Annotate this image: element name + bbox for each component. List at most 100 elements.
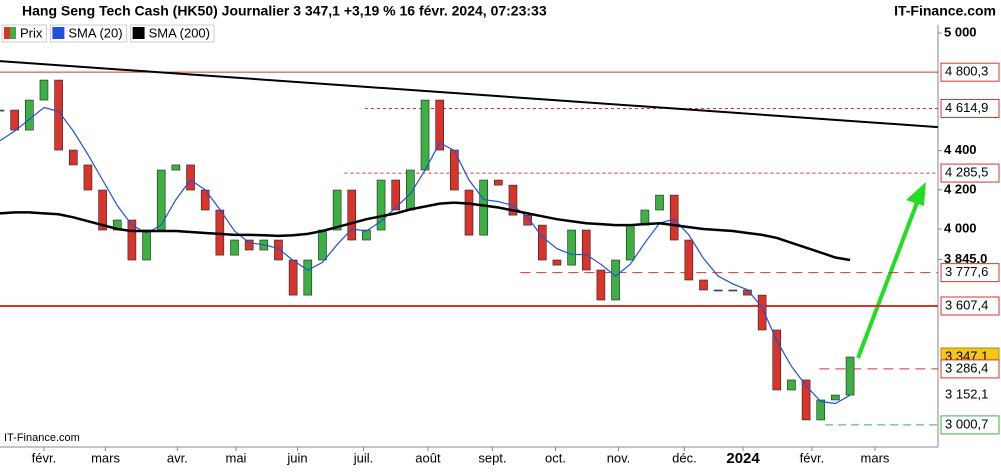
candle: [787, 379, 796, 391]
candle: [479, 179, 488, 236]
level-label: 3 607,4: [945, 297, 988, 312]
candle: [25, 99, 34, 131]
candle: [54, 79, 63, 151]
candle: [801, 379, 811, 421]
candle: [596, 269, 606, 301]
x-tick-label: avr.: [167, 450, 188, 465]
source: IT-Finance.com: [894, 3, 996, 19]
candle: [523, 214, 532, 226]
candle: [288, 259, 298, 296]
x-tick-label: mars: [91, 450, 120, 465]
candle: [318, 229, 327, 261]
chart-title: Hang Seng Tech Cash (HK50) Journalier 3 …: [22, 3, 547, 19]
candle: [435, 99, 444, 151]
candle: [391, 179, 401, 211]
candle: [684, 239, 694, 281]
y-tick-label: 5 000: [944, 24, 977, 39]
level-box: [940, 296, 1000, 316]
x-tick-label: sept.: [478, 450, 506, 465]
candle: [171, 164, 181, 171]
candle: [494, 179, 503, 186]
legend-item: SMA (20): [49, 24, 128, 43]
candle: [274, 239, 283, 261]
legend-swatch: [132, 27, 145, 39]
candle: [230, 239, 239, 256]
candle: [10, 109, 19, 131]
level-label: 3 152,1: [945, 387, 988, 402]
x-tick-label: nov.: [607, 450, 631, 465]
x-tick-label: août: [415, 450, 441, 465]
candle: [552, 259, 562, 266]
candle: [68, 149, 78, 166]
candle: [376, 179, 386, 231]
candle: [83, 164, 93, 191]
candle: [420, 99, 430, 171]
candle: [347, 189, 357, 241]
candle: [508, 184, 518, 216]
candle: [728, 289, 738, 292]
candle: [303, 259, 313, 296]
y-tick-label: 3 845,0: [944, 251, 987, 266]
level-label: 3 777,6: [945, 264, 988, 279]
level-label: 4 614,9: [945, 100, 988, 115]
watermark: IT-Finance.com: [4, 432, 80, 444]
legend-border: [49, 24, 128, 43]
x-tick-label: mai: [225, 450, 246, 465]
level-box: [940, 263, 1000, 283]
candle: [831, 394, 840, 401]
level-box: [940, 359, 1000, 379]
level-box: [940, 385, 1000, 405]
legend-label: SMA (20): [68, 25, 122, 40]
x-tick-label: juin: [286, 450, 307, 465]
x-tick-label: févr.: [32, 450, 57, 465]
arrow-head: [906, 182, 926, 206]
x-tick-label: mars: [861, 450, 890, 465]
candle: [127, 219, 137, 261]
legend-label: SMA (200): [149, 25, 210, 40]
candle: [772, 329, 782, 391]
candle: [39, 79, 49, 101]
y-tick-label: 4 200: [944, 181, 977, 196]
level-box: [940, 163, 1000, 183]
x-tick-label: 2024: [726, 450, 760, 467]
candle: [186, 164, 195, 191]
candle: [611, 259, 620, 301]
x-tick-label: oct.: [545, 450, 566, 465]
x-tick-label: févr.: [800, 450, 825, 465]
candle: [244, 239, 254, 251]
level-label: 4 285,5: [945, 165, 988, 180]
candle: [757, 294, 767, 331]
candle: [713, 289, 723, 292]
legend-item: SMA (200): [130, 24, 215, 43]
arrow-shaft: [856, 199, 920, 359]
candle: [625, 224, 635, 261]
level-label: 4 800,3: [945, 64, 988, 79]
candle: [537, 224, 547, 261]
x-tick-label: déc.: [672, 450, 697, 465]
candle: [845, 356, 855, 396]
level-label: 3 286,4: [945, 360, 988, 375]
legend-swatch: [10, 27, 16, 39]
trend-line: [0, 60, 939, 129]
level-label: 3 000,7: [945, 416, 988, 431]
level-box: [940, 62, 1000, 82]
legend-item: Prix: [1, 24, 47, 43]
legend-border: [1, 24, 47, 43]
candle: [464, 189, 474, 236]
candle: [0, 109, 5, 112]
candle: [567, 229, 576, 266]
sma-line: [0, 201, 851, 262]
candle: [816, 399, 826, 421]
candle: [655, 194, 664, 211]
candle: [98, 189, 107, 231]
y-tick-label: 4 400: [944, 142, 977, 157]
candle: [699, 279, 708, 291]
level-box: [940, 415, 1000, 435]
legend-swatch: [52, 27, 65, 39]
legend-label: Prix: [20, 25, 43, 40]
candle: [669, 194, 679, 241]
y-tick-label: 4 000: [944, 220, 977, 235]
x-tick-label: juil.: [353, 450, 374, 465]
legend-swatch: [4, 27, 10, 39]
